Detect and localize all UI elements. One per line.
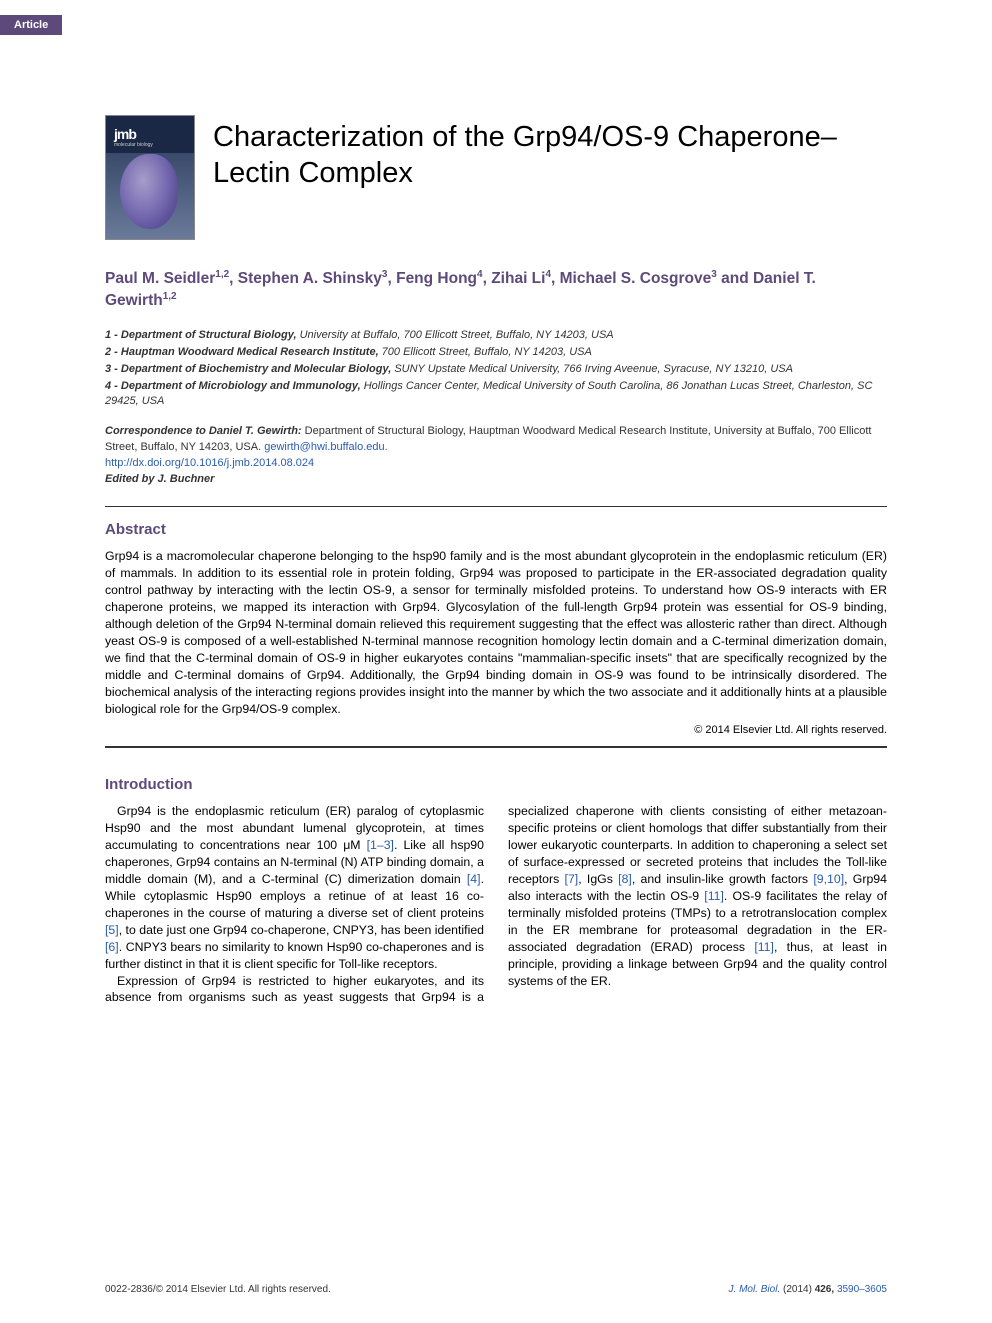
cover-sublabel: molecular biology (114, 142, 153, 148)
footer-journal: J. Mol. Biol. (729, 1284, 781, 1295)
article-title: Characterization of the Grp94/OS-9 Chape… (213, 115, 887, 240)
footer-copyright: 0022-2836/© 2014 Elsevier Ltd. All right… (105, 1284, 331, 1295)
introduction-heading: Introduction (105, 776, 887, 793)
cover-molecule-art (120, 154, 178, 229)
header-row: jmb molecular biology Characterization o… (105, 115, 887, 240)
rule-top (105, 506, 887, 507)
abstract-text: Grp94 is a macromolecular chaperone belo… (105, 548, 887, 718)
correspondence-block: Correspondence to Daniel T. Gewirth: Dep… (105, 424, 887, 488)
affiliation-line: 3 - Department of Biochemistry and Molec… (105, 362, 887, 378)
affiliation-line: 1 - Department of Structural Biology, Un… (105, 328, 887, 344)
correspondence-label: Correspondence to Daniel T. Gewirth: (105, 425, 302, 437)
intro-para-1: Grp94 is the endoplasmic reticulum (ER) … (105, 803, 484, 973)
page-content: jmb molecular biology Characterization o… (0, 0, 992, 1046)
footer-volume: 426, (815, 1284, 834, 1295)
page-footer: 0022-2836/© 2014 Elsevier Ltd. All right… (105, 1284, 887, 1295)
doi-link[interactable]: http://dx.doi.org/10.1016/j.jmb.2014.08.… (105, 457, 314, 469)
footer-year: (2014) (783, 1284, 812, 1295)
affiliation-line: 2 - Hauptman Woodward Medical Research I… (105, 345, 887, 361)
abstract-copyright: © 2014 Elsevier Ltd. All rights reserved… (105, 724, 887, 736)
affiliations-block: 1 - Department of Structural Biology, Un… (105, 328, 887, 411)
correspondence-email[interactable]: gewirth@hwi.buffalo.edu. (264, 441, 387, 453)
affiliation-line: 4 - Department of Microbiology and Immun… (105, 379, 887, 411)
author-list: Paul M. Seidler1,2, Stephen A. Shinsky3,… (105, 268, 887, 312)
body-two-column: Grp94 is the endoplasmic reticulum (ER) … (105, 803, 887, 1007)
abstract-heading: Abstract (105, 521, 887, 538)
footer-pages: 3590–3605 (837, 1284, 887, 1295)
footer-citation: J. Mol. Biol. (2014) 426, 3590–3605 (729, 1284, 887, 1295)
editor-line: Edited by J. Buchner (105, 473, 214, 485)
rule-bottom (105, 746, 887, 748)
journal-cover-thumbnail: jmb molecular biology (105, 115, 195, 240)
article-badge: Article (0, 15, 62, 35)
cover-label: jmb (114, 126, 136, 142)
